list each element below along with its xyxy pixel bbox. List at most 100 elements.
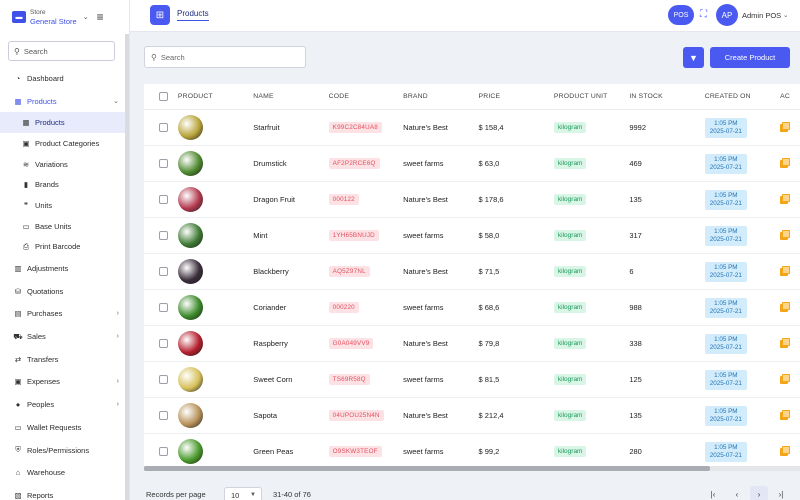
header-brand[interactable]: BRAND [403,93,428,100]
row-checkbox[interactable] [159,267,168,276]
created-time: 1:05 PM [714,191,738,199]
table-row[interactable]: Drumstick AF2P2RCE6Q sweet farms $ 63,0 kilo… [144,146,800,182]
table-body: Starfruit K99C2C84UA8 Nature's Best $ 158,4… [144,110,800,466]
table-header: PRODUCT NAME CODE BRAND PRICE PRODUCT UN… [144,84,800,110]
copy-icon[interactable] [780,157,791,168]
last-page-button[interactable]: ›| [772,486,790,500]
store-label: Store [30,9,46,16]
header-name[interactable]: NAME [253,93,274,100]
sidebar-item-sales[interactable]: ⛟ Sales › [0,325,129,348]
select-all-checkbox[interactable] [159,92,168,101]
scrollbar-thumb[interactable] [144,466,710,471]
sidebar-item-peoples[interactable]: ● Peoples › [0,393,129,416]
hamburger-menu-icon[interactable]: ≡ [96,10,104,24]
sidebar-item-product-categories-sub[interactable]: ▣ Product Categories [0,133,129,154]
copy-icon[interactable] [780,445,791,456]
product-brand: Nature's Best [403,411,448,420]
category-icon: ▣ [22,138,30,148]
copy-icon[interactable] [780,121,791,132]
sidebar-item-roles-permissions[interactable]: ⛨ Roles/Permissions [0,439,129,462]
row-checkbox[interactable] [159,303,168,312]
table-row[interactable]: Raspberry G0A049VV9 Nature's Best $ 79,8 kil… [144,326,800,362]
unit-badge: kilogram [553,410,587,421]
sidebar-search-input[interactable]: ⚲ Search [8,41,115,61]
horizontal-scrollbar[interactable] [144,466,800,471]
sidebar-item-wallet-requests[interactable]: ▭ Wallet Requests [0,416,129,439]
sidebar-item-products[interactable]: ▦ Products ⌄ [0,90,129,113]
copy-icon[interactable] [780,301,791,312]
table-row[interactable]: Green Peas O9SKW3TEOF sweet farms $ 99,2 kil… [144,434,800,466]
table-row[interactable]: Sapota 04UPOU25N4N Nature's Best $ 212,4 kil… [144,398,800,434]
create-product-button[interactable]: Create Product [710,47,790,68]
copy-icon[interactable] [780,193,791,204]
first-page-button[interactable]: |‹ [704,486,722,500]
table-row[interactable]: Starfruit K99C2C84UA8 Nature's Best $ 158,4… [144,110,800,146]
sidebar-item-reports[interactable]: ▧ Reports [0,484,129,500]
sidebar-item-products-sub[interactable]: ▦ Products [0,112,129,134]
table-row[interactable]: Coriander 000220 sweet farms $ 68,6 kilogram… [144,290,800,326]
sidebar-item-print-barcode-sub[interactable]: ⎙ Print Barcode [0,237,129,258]
copy-icon[interactable] [780,409,791,420]
row-checkbox[interactable] [159,195,168,204]
copy-icon[interactable] [780,265,791,276]
sidebar-item-variations-sub[interactable]: ≋ Variations [0,154,129,175]
fullscreen-icon[interactable]: ⛶ [700,9,707,20]
products-sub-icon: ▦ [22,118,30,128]
user-name[interactable]: Admin POS [742,11,782,20]
row-checkbox[interactable] [159,123,168,132]
code-badge: 000220 [328,302,359,313]
row-checkbox[interactable] [159,339,168,348]
sidebar-item-label: Transfers [27,354,59,364]
sidebar-item-label: Variations [35,159,68,169]
row-checkbox[interactable] [159,231,168,240]
header-price[interactable]: PRICE [478,93,501,100]
copy-icon[interactable] [780,373,791,384]
sidebar-item-label: Sales [27,332,46,342]
sidebar-item-purchases[interactable]: ▤ Purchases › [0,303,129,326]
records-range: 31-40 of 76 [273,490,311,499]
sidebar-item-adjustments[interactable]: ▥ Adjustments [0,257,129,280]
code-badge: AQ5Z97NL [328,266,370,277]
sidebar-item-warehouse[interactable]: ⌂ Warehouse [0,461,129,484]
tab-products[interactable]: Products [177,9,209,21]
first-page-icon: |‹ [710,489,716,499]
table-row[interactable]: Blackberry AQ5Z97NL Nature's Best $ 71,5 kil… [144,254,800,290]
chevron-down-icon[interactable]: ⌄ [783,12,789,19]
sidebar-item-transfers[interactable]: ⇄ Transfers [0,348,129,371]
pos-button[interactable]: POS [668,5,694,25]
table-row[interactable]: Mint 1YH65BNUJD sweet farms $ 58,0 kilogram 3… [144,218,800,254]
sidebar-item-expenses[interactable]: ▣ Expenses › [0,371,129,394]
code-badge: 1YH65BNUJD [328,230,379,241]
sidebar-item-units-sub[interactable]: ❞ Units [0,195,129,216]
sidebar-item-base-units-sub[interactable]: ▭ Base Units [0,216,129,237]
sidebar-item-dashboard[interactable]: ◔ Dashboard [0,67,129,90]
sidebar-item-brands-sub[interactable]: ▮ Brands [0,174,129,195]
sidebar: ▬ Store General Store ⌄ ≡ ⚲ Search ◔ Dash… [0,0,130,500]
header-product-unit[interactable]: PRODUCT UNIT [553,93,608,100]
header-product[interactable]: PRODUCT [177,93,213,100]
header-created-on[interactable]: CREATED ON [704,93,751,100]
records-per-page-select[interactable]: 10 ▼ [224,487,262,500]
header-in-stock[interactable]: IN STOCK [629,93,663,100]
chevron-down-icon[interactable]: ⌄ [82,14,89,21]
sidebar-item-quotations[interactable]: ⛁ Quotations [0,280,129,303]
created-on-badge: 1:05 PM 2025-07-21 [704,153,747,174]
copy-icon[interactable] [780,229,791,240]
row-checkbox[interactable] [159,159,168,168]
filter-button[interactable]: ▼ [683,47,704,68]
sidebar-item-label: Warehouse [27,468,66,478]
next-page-button[interactable]: › [750,486,768,500]
copy-icon[interactable] [780,337,791,348]
row-checkbox[interactable] [159,411,168,420]
store-switcher[interactable]: ▬ Store General Store ⌄ ≡ [0,0,129,34]
avatar[interactable]: AP [716,4,738,26]
table-row[interactable]: Dragon Fruit 000122 Nature's Best $ 178,6 ki… [144,182,800,218]
product-search-input[interactable]: ⚲ Search [144,46,306,68]
sidebar-scrollbar[interactable] [125,34,129,500]
row-checkbox[interactable] [159,447,168,456]
prev-page-button[interactable]: ‹ [728,486,746,500]
table-row[interactable]: Sweet Corn TS69R58Q sweet farms $ 81,5 kilog… [144,362,800,398]
header-code[interactable]: CODE [328,93,350,100]
row-checkbox[interactable] [159,375,168,384]
products-table: PRODUCT NAME CODE BRAND PRICE PRODUCT UN… [144,84,800,466]
